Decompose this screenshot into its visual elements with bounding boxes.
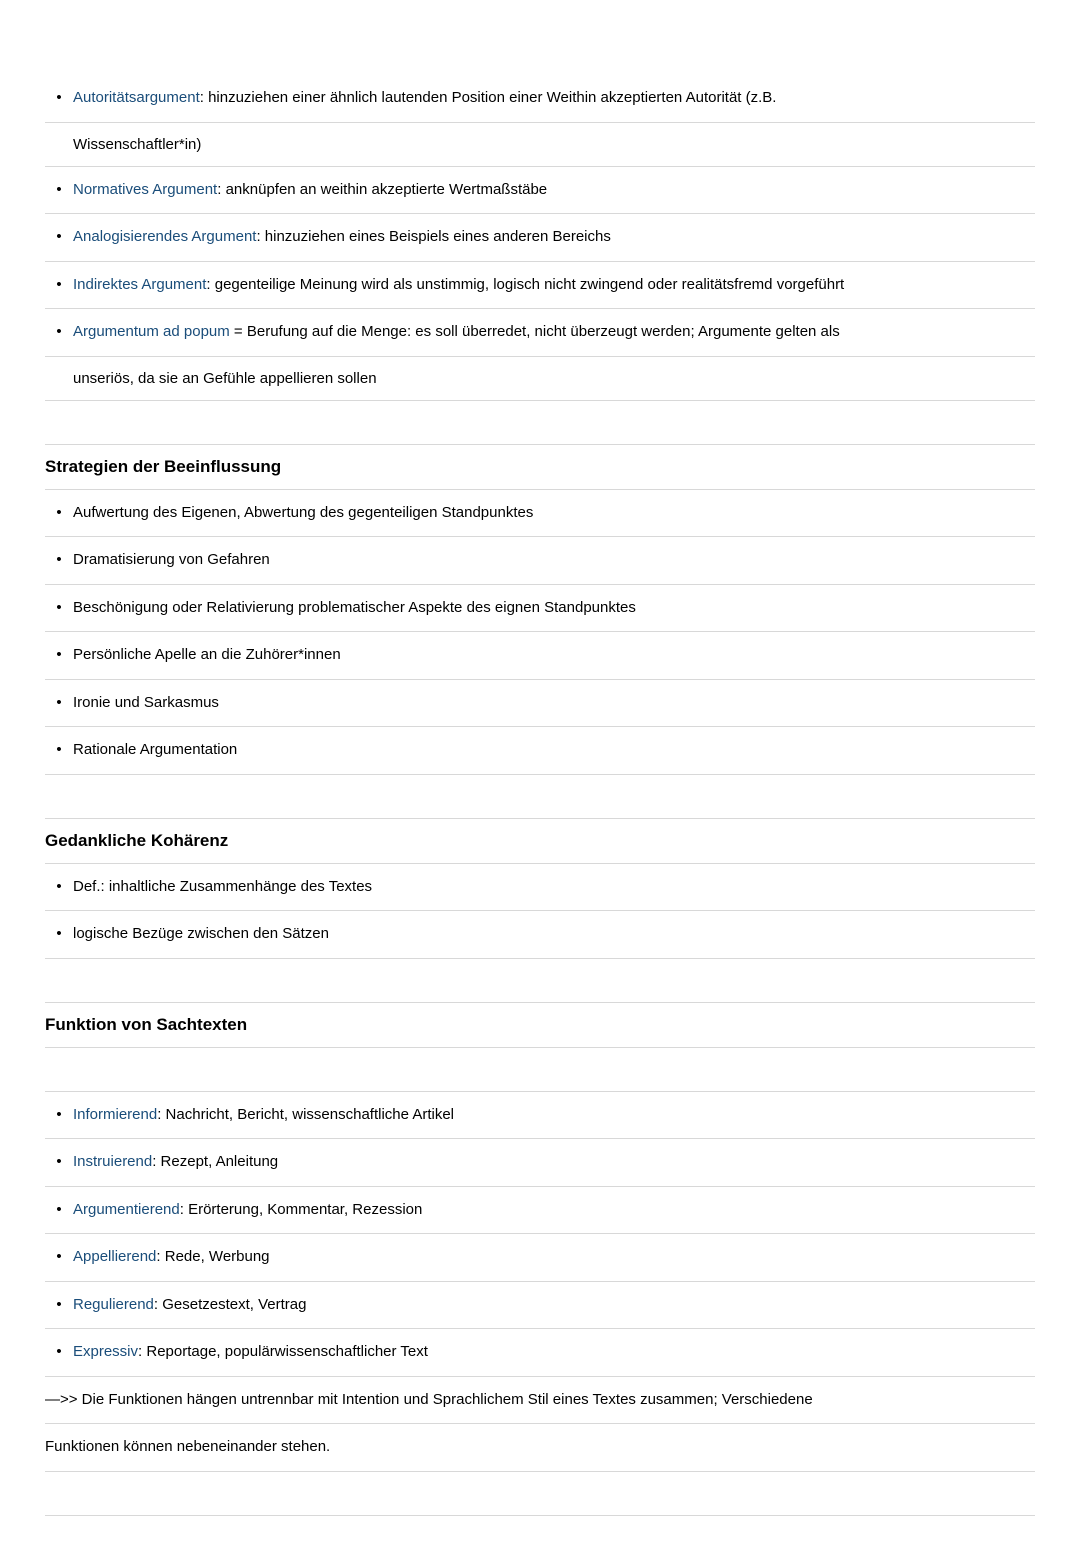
list-item: • logische Bezüge zwischen den Sätzen xyxy=(45,911,1035,959)
list-item-continuation: unseriös, da sie an Gefühle appellieren … xyxy=(45,357,1035,401)
term: Argumentum ad popum xyxy=(73,323,230,340)
list-item-text: logische Bezüge zwischen den Sätzen xyxy=(73,923,1035,946)
heading-text: Gedankliche Kohärenz xyxy=(45,831,228,851)
definition: : Gesetzestext, Vertrag xyxy=(154,1296,307,1313)
list-item-continuation: Wissenschaftler*in) xyxy=(45,123,1035,167)
list-item-text: Beschönigung oder Relativierung problema… xyxy=(73,597,1035,620)
list-item: • Analogisierendes Argument: hinzuziehen… xyxy=(45,214,1035,262)
list-item: • Normatives Argument: anknüpfen an weit… xyxy=(45,167,1035,215)
term: Analogisierendes Argument xyxy=(73,228,256,245)
list-item-text: Regulierend: Gesetzestext, Vertrag xyxy=(73,1294,1035,1317)
list-item-text: Ironie und Sarkasmus xyxy=(73,692,1035,715)
list-item-text: Dramatisierung von Gefahren xyxy=(73,549,1035,572)
spacer-row xyxy=(45,1048,1035,1092)
list-item-text: Normatives Argument: anknüpfen an weithi… xyxy=(73,179,1035,202)
heading-text: Strategien der Beeinflussung xyxy=(45,457,281,477)
note-line: —>> Die Funktionen hängen untrennbar mit… xyxy=(45,1389,813,1412)
list-item: • Ironie und Sarkasmus xyxy=(45,680,1035,728)
bullet-icon: • xyxy=(45,739,73,758)
bullet-icon: • xyxy=(45,597,73,616)
bullet-icon: • xyxy=(45,1294,73,1313)
list-item: • Persönliche Apelle an die Zuhörer*inne… xyxy=(45,632,1035,680)
list-item-text: Indirektes Argument: gegenteilige Meinun… xyxy=(73,274,1035,297)
term: Informierend xyxy=(73,1106,157,1123)
section-heading: Gedankliche Kohärenz xyxy=(45,819,1035,864)
continuation-text: Wissenschaftler*in) xyxy=(45,136,201,153)
list-item-text: Def.: inhaltliche Zusammenhänge des Text… xyxy=(73,876,1035,899)
bullet-icon: • xyxy=(45,226,73,245)
definition: : Reportage, populärwissenschaftlicher T… xyxy=(138,1343,428,1360)
bullet-icon: • xyxy=(45,321,73,340)
definition: : hinzuziehen einer ähnlich lautenden Po… xyxy=(200,89,777,106)
list-item: • Rationale Argumentation xyxy=(45,727,1035,775)
bullet-icon: • xyxy=(45,87,73,106)
list-item: • Instruierend: Rezept, Anleitung xyxy=(45,1139,1035,1187)
document-content: • Autoritätsargument: hinzuziehen einer … xyxy=(0,0,1080,1561)
bullet-icon: • xyxy=(45,549,73,568)
bullet-icon: • xyxy=(45,1151,73,1170)
term: Regulierend xyxy=(73,1296,154,1313)
spacer-row xyxy=(45,775,1035,819)
bullet-icon: • xyxy=(45,179,73,198)
bullet-icon: • xyxy=(45,644,73,663)
list-item: • Dramatisierung von Gefahren xyxy=(45,537,1035,585)
spacer-row xyxy=(45,401,1035,445)
list-item: • Argumentierend: Erörterung, Kommentar,… xyxy=(45,1187,1035,1235)
list-item: • Appellierend: Rede, Werbung xyxy=(45,1234,1035,1282)
list-item-text: Expressiv: Reportage, populärwissenschaf… xyxy=(73,1341,1035,1364)
list-item: • Beschönigung oder Relativierung proble… xyxy=(45,585,1035,633)
definition: : Rede, Werbung xyxy=(156,1248,269,1265)
list-item-text: Appellierend: Rede, Werbung xyxy=(73,1246,1035,1269)
bullet-icon: • xyxy=(45,1199,73,1218)
list-item-text: Autoritätsargument: hinzuziehen einer äh… xyxy=(73,87,1035,110)
list-item-text: Aufwertung des Eigenen, Abwertung des ge… xyxy=(73,502,1035,525)
bullet-icon: • xyxy=(45,502,73,521)
list-item-text: Argumentum ad popum = Berufung auf die M… xyxy=(73,321,1035,344)
term: Instruierend xyxy=(73,1153,152,1170)
list-item: • Regulierend: Gesetzestext, Vertrag xyxy=(45,1282,1035,1330)
definition: = Berufung auf die Menge: es soll überre… xyxy=(230,323,840,340)
bullet-icon: • xyxy=(45,692,73,711)
term: Normatives Argument xyxy=(73,181,217,198)
list-item-text: Argumentierend: Erörterung, Kommentar, R… xyxy=(73,1199,1035,1222)
note-line: Funktionen können nebeneinander stehen. xyxy=(45,1436,330,1459)
spacer-row xyxy=(45,959,1035,1003)
list-item-text: Instruierend: Rezept, Anleitung xyxy=(73,1151,1035,1174)
section-heading: Strategien der Beeinflussung xyxy=(45,445,1035,490)
bullet-icon: • xyxy=(45,876,73,895)
continuation-text: unseriös, da sie an Gefühle appellieren … xyxy=(45,370,377,387)
list-item: • Expressiv: Reportage, populärwissensch… xyxy=(45,1329,1035,1377)
definition: : hinzuziehen eines Beispiels eines ande… xyxy=(256,228,610,245)
list-item-text: Persönliche Apelle an die Zuhörer*innen xyxy=(73,644,1035,667)
list-item: • Aufwertung des Eigenen, Abwertung des … xyxy=(45,490,1035,538)
heading-text: Funktion von Sachtexten xyxy=(45,1015,247,1035)
list-item-text: Informierend: Nachricht, Bericht, wissen… xyxy=(73,1104,1035,1127)
list-item: • Argumentum ad popum = Berufung auf die… xyxy=(45,309,1035,357)
term: Argumentierend xyxy=(73,1201,180,1218)
list-item: • Def.: inhaltliche Zusammenhänge des Te… xyxy=(45,864,1035,912)
bullet-icon: • xyxy=(45,1341,73,1360)
list-item: • Autoritätsargument: hinzuziehen einer … xyxy=(45,75,1035,123)
list-item-text: Analogisierendes Argument: hinzuziehen e… xyxy=(73,226,1035,249)
bullet-icon: • xyxy=(45,274,73,293)
definition: : anknüpfen an weithin akzeptierte Wertm… xyxy=(217,181,547,198)
list-item: • Indirektes Argument: gegenteilige Mein… xyxy=(45,262,1035,310)
note-text: —>> Die Funktionen hängen untrennbar mit… xyxy=(45,1377,1035,1425)
term: Autoritätsargument xyxy=(73,89,200,106)
section-heading: Funktion von Sachtexten xyxy=(45,1003,1035,1048)
definition: : Nachricht, Bericht, wissenschaftliche … xyxy=(157,1106,454,1123)
term: Indirektes Argument xyxy=(73,276,206,293)
definition: : gegenteilige Meinung wird als unstimmi… xyxy=(206,276,844,293)
term: Expressiv xyxy=(73,1343,138,1360)
definition: : Erörterung, Kommentar, Rezession xyxy=(180,1201,423,1218)
bullet-icon: • xyxy=(45,1246,73,1265)
list-item-text: Rationale Argumentation xyxy=(73,739,1035,762)
bullet-icon: • xyxy=(45,923,73,942)
bullet-icon: • xyxy=(45,1104,73,1123)
definition: : Rezept, Anleitung xyxy=(152,1153,278,1170)
term: Appellierend xyxy=(73,1248,156,1265)
note-text: Funktionen können nebeneinander stehen. xyxy=(45,1424,1035,1472)
spacer-row xyxy=(45,1472,1035,1516)
list-item: • Informierend: Nachricht, Bericht, wiss… xyxy=(45,1092,1035,1140)
